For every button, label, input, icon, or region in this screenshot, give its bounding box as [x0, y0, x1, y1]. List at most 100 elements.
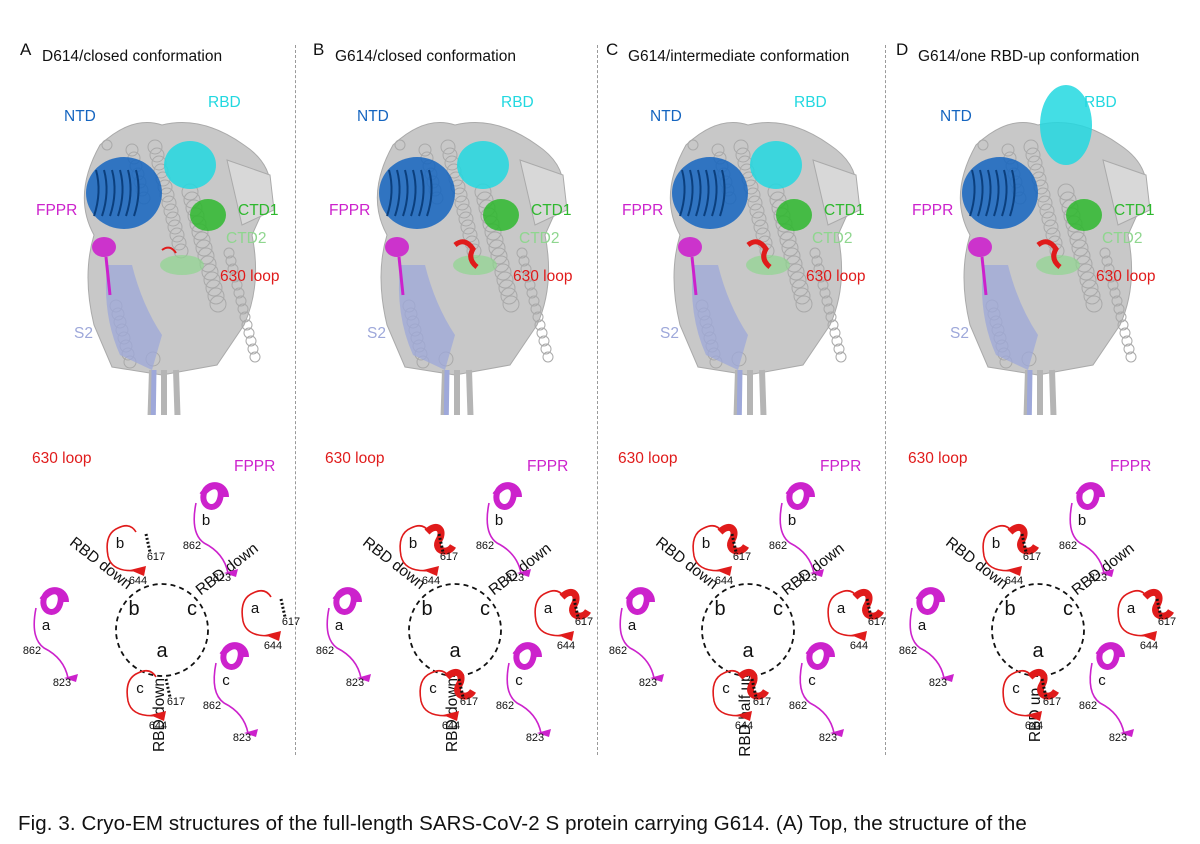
trimer-texture	[1057, 183, 1075, 201]
fppr-helix	[332, 587, 362, 615]
fppr-arrow	[940, 674, 954, 682]
trimer-texture	[243, 327, 255, 339]
ctd1-label: CTD1	[1114, 202, 1155, 219]
trimer-texture	[542, 351, 554, 363]
ctd1-label: CTD1	[238, 202, 279, 219]
trimer-texture	[687, 139, 699, 151]
fppr-arrow	[650, 674, 664, 682]
fppr-motif	[486, 482, 531, 577]
trimer-texture	[829, 327, 841, 339]
trimer-texture	[205, 279, 223, 297]
trimer-texture	[163, 203, 179, 219]
ntd-strand	[695, 169, 702, 217]
spike-structure-image	[669, 122, 861, 415]
trimer-texture	[237, 303, 249, 315]
loop-coil	[241, 589, 278, 637]
trimer-texture	[490, 247, 508, 265]
panel-title: G614/one RBD-up conformation	[918, 48, 1140, 65]
trimer-texture	[418, 143, 432, 157]
fppr-coil	[779, 502, 815, 574]
ntd-strand	[985, 169, 992, 217]
diagram-630-loop-label: 630 loop	[325, 450, 385, 467]
residue-644-label: 644	[264, 640, 282, 652]
rbd-label: RBD	[1084, 94, 1117, 111]
fppr-motif	[326, 587, 371, 682]
ctd2-label: CTD2	[519, 230, 560, 247]
residue-644-label: 644	[149, 720, 167, 732]
trimer-texture	[1123, 343, 1135, 355]
fppr-label: FPPR	[329, 202, 371, 219]
fppr-motif	[213, 642, 258, 737]
trimer-texture	[169, 227, 185, 243]
fppr-motif	[779, 482, 824, 577]
trimer-texture	[494, 263, 512, 281]
loop-arrow	[558, 631, 574, 641]
trimer-texture	[486, 231, 504, 249]
fppr-tail	[104, 256, 112, 296]
loop-coil	[1117, 589, 1154, 637]
fppr-motif	[33, 587, 78, 682]
fppr-helix	[625, 587, 655, 615]
fppr-coil	[1089, 662, 1125, 734]
disordered-segment	[1020, 533, 1028, 553]
ntd-label: NTD	[64, 108, 96, 125]
trimer-texture	[1023, 139, 1039, 155]
residue-862-label: 862	[476, 540, 494, 552]
trimer-texture	[823, 303, 835, 315]
fppr-protomer-label: c	[515, 672, 523, 689]
trimer-texture	[811, 255, 823, 267]
ctd1-label: CTD1	[531, 202, 572, 219]
trimer-texture	[502, 295, 520, 313]
trimer-texture	[1113, 303, 1125, 315]
s2-domain	[691, 265, 748, 370]
loop-arrow	[1006, 566, 1022, 576]
state-label-b: RBD down	[942, 534, 1011, 593]
trimer-texture	[528, 295, 540, 307]
rbd-domain	[750, 141, 802, 189]
disordered-segment	[164, 678, 172, 698]
fppr-helix	[785, 482, 815, 510]
fppr-arrow	[1100, 569, 1114, 577]
ntd-strand	[679, 169, 686, 217]
trimer-texture	[789, 271, 807, 289]
s2-label: S2	[950, 325, 969, 342]
630-loop-label: 630 loop	[513, 268, 573, 285]
trimer-texture	[1099, 247, 1111, 259]
loop-coil	[419, 669, 456, 717]
protomer-c-label: c	[773, 598, 783, 620]
trimer-texture	[247, 343, 259, 355]
trimer-texture	[101, 139, 113, 151]
trimer-texture	[1111, 295, 1123, 307]
trimer-texture	[813, 263, 825, 275]
protomer-b-label: b	[1004, 598, 1015, 620]
trimer-texture	[496, 271, 514, 289]
residue-823-label: 823	[819, 732, 837, 744]
630-loop-label: 630 loop	[220, 268, 280, 285]
loop-arrow	[716, 566, 732, 576]
trimer-texture	[1125, 351, 1137, 363]
loop-motif	[126, 669, 172, 721]
trimer-texture	[733, 139, 749, 155]
trimer-texture	[516, 247, 528, 259]
loop-arrow	[423, 566, 439, 576]
trimer-texture	[249, 351, 261, 363]
loop-motif	[534, 589, 591, 641]
fppr-label: FPPR	[622, 202, 664, 219]
ntd-strand	[101, 169, 108, 217]
trimer-texture	[1119, 327, 1131, 339]
ctd2-label: CTD2	[812, 230, 853, 247]
trimer-texture	[201, 263, 219, 281]
loop-motif	[982, 524, 1039, 576]
fppr-helix	[492, 482, 522, 510]
loop-protomer-label: b	[992, 535, 1000, 552]
panel-letter: B	[313, 40, 325, 59]
protomer-c-label: c	[187, 598, 197, 620]
loop-coil	[1002, 669, 1039, 717]
protomer-b-label: b	[128, 598, 139, 620]
trimer-texture	[711, 143, 725, 157]
ntd-strand	[394, 169, 401, 217]
630-loop-segment	[1036, 239, 1062, 269]
trimer-texture	[536, 327, 548, 339]
fppr-helix	[805, 642, 835, 670]
state-label-b: RBD down	[652, 534, 721, 593]
